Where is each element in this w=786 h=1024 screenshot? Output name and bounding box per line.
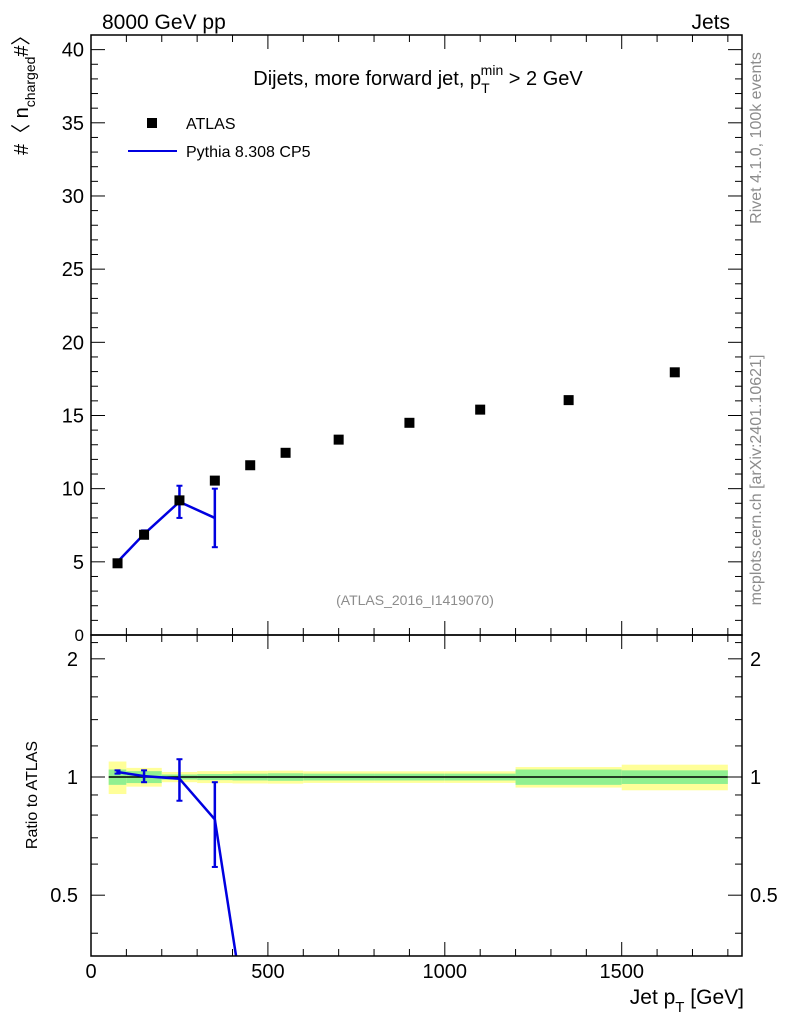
mcplots-label: mcplots.cern.ch [arXiv:2401.10621] <box>748 355 765 606</box>
main-y-axis-label: #〈 ncharged#〉 <box>11 25 38 155</box>
main-title: Dijets, more forward jet, pTmin > 2 GeV <box>253 62 583 96</box>
ratio-y-ticks: 0.5 0.5 1 1 2 2 <box>50 642 778 934</box>
main-y-tick-label: 35 <box>62 113 84 135</box>
pythia-ratio-line <box>117 770 238 957</box>
pythia-series-main <box>114 484 218 566</box>
ratio-panel: 0 500 1000 1500 0.5 0.5 1 1 2 2 Ratio to ATLAS J… <box>24 634 778 1016</box>
atlas-point <box>475 404 486 415</box>
main-panel: 5 10 15 20 25 30 35 40 Dijets, more forward jet… <box>11 25 743 645</box>
main-y-tick-label: 15 <box>62 405 84 427</box>
ratio-y-tick-label-right: 2 <box>750 649 761 671</box>
atlas-point <box>112 558 123 569</box>
main-bottom-tick-label: 0 <box>75 626 84 645</box>
ratio-x-tick-label: 1500 <box>599 961 644 983</box>
header-left: 8000 GeV pp <box>102 11 226 34</box>
main-y-tick-label: 5 <box>73 552 84 574</box>
ratio-x-tick-label: 1000 <box>423 961 468 983</box>
ratio-x-tick-label: 500 <box>251 961 284 983</box>
atlas-point <box>404 417 415 428</box>
atlas-point <box>174 495 185 506</box>
atlas-point <box>563 395 574 406</box>
pythia-line <box>116 500 216 563</box>
atlas-series-main <box>112 367 680 569</box>
legend-label-pythia: Pythia 8.308 CP5 <box>186 144 311 161</box>
ratio-uncertainty-bands <box>108 761 728 795</box>
main-y-ticks: 5 10 15 20 25 30 35 40 <box>62 34 742 621</box>
ratio-y-tick-label-right: 0.5 <box>750 885 778 907</box>
legend: ATLAS Pythia 8.308 CP5 <box>128 116 311 161</box>
ratio-y-tick-label-right: 1 <box>750 767 761 789</box>
ratio-y-axis-label: Ratio to ATLAS <box>24 741 41 849</box>
main-y-tick-label: 30 <box>62 186 84 208</box>
main-x-ticks <box>125 35 729 635</box>
ratio-y-tick-label-left: 0.5 <box>50 885 78 907</box>
atlas-point <box>245 460 256 471</box>
ratio-y-tick-label-left: 1 <box>67 767 78 789</box>
atlas-point <box>139 529 150 540</box>
main-y-tick-label: 40 <box>62 40 84 62</box>
atlas-point <box>333 434 344 445</box>
ratio-x-ticks: 0 500 1000 1500 <box>85 635 729 983</box>
main-y-tick-label: 20 <box>62 332 84 354</box>
atlas-point <box>669 367 680 378</box>
legend-marker-atlas <box>147 118 157 128</box>
x-axis-label: Jet pT [GeV] <box>630 986 744 1016</box>
pythia-series-ratio <box>114 758 238 957</box>
main-y-tick-label: 10 <box>62 479 84 501</box>
ratio-x-tick-label: 0 <box>85 961 96 983</box>
atlas-point <box>209 475 220 486</box>
ratio-frame <box>90 634 743 957</box>
atlas-point <box>280 447 291 458</box>
rivet-label: Rivet 4.1.0, 100k events <box>748 52 765 224</box>
header-right: Jets <box>691 11 730 34</box>
watermark: (ATLAS_2016_I1419070) <box>336 592 494 608</box>
main-y-tick-label: 25 <box>62 259 84 281</box>
ratio-y-tick-label-left: 2 <box>67 649 78 671</box>
legend-label-atlas: ATLAS <box>186 116 236 133</box>
